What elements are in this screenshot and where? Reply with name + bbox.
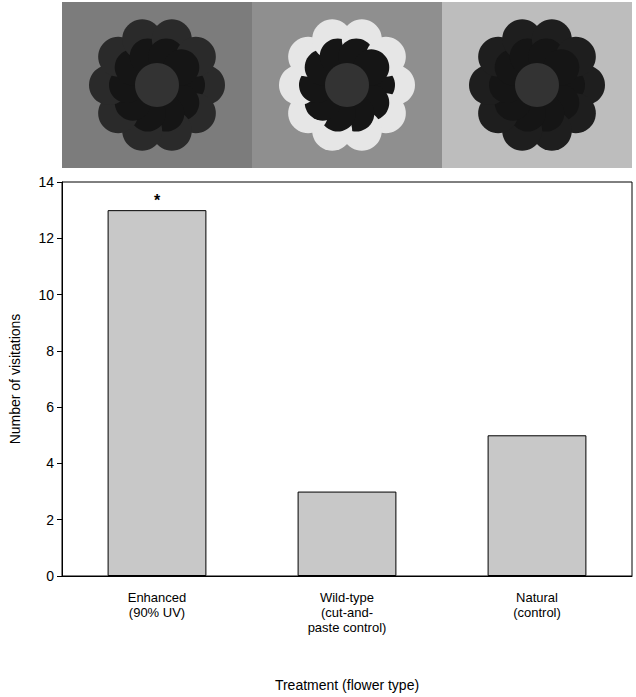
svg-text:6: 6 [46, 399, 54, 415]
svg-text:(cut-and-: (cut-and- [321, 605, 373, 620]
svg-text:paste control): paste control) [308, 620, 387, 635]
svg-text:8: 8 [46, 343, 54, 359]
svg-text:4: 4 [46, 455, 54, 471]
svg-text:(90% UV): (90% UV) [129, 605, 185, 620]
svg-text:2: 2 [46, 512, 54, 528]
svg-text:Enhanced: Enhanced [128, 590, 187, 605]
svg-text:14: 14 [38, 174, 54, 190]
svg-text:Natural: Natural [516, 590, 558, 605]
svg-text:*: * [154, 192, 161, 209]
svg-text:Number of visitations: Number of visitations [7, 314, 23, 445]
svg-text:(control): (control) [513, 605, 561, 620]
svg-text:12: 12 [38, 230, 54, 246]
svg-text:0: 0 [46, 568, 54, 584]
svg-text:Treatment (flower type): Treatment (flower type) [275, 677, 419, 693]
svg-text:Wild-type: Wild-type [320, 590, 374, 605]
svg-text:10: 10 [38, 287, 54, 303]
